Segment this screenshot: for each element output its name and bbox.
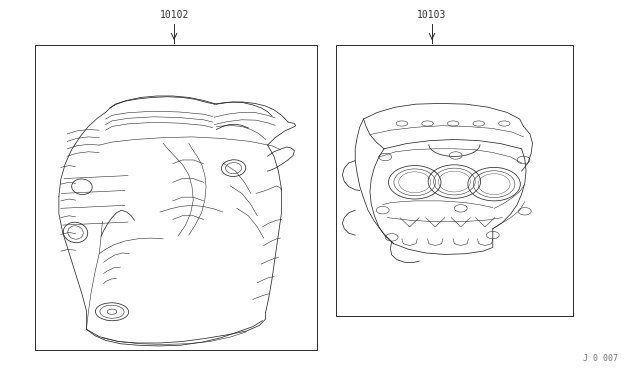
Text: J 0 007: J 0 007 [582,354,618,363]
Bar [35,45,317,350]
Text: 10102: 10102 [159,10,189,20]
Text: 10103: 10103 [417,10,447,20]
Bar [336,45,573,316]
